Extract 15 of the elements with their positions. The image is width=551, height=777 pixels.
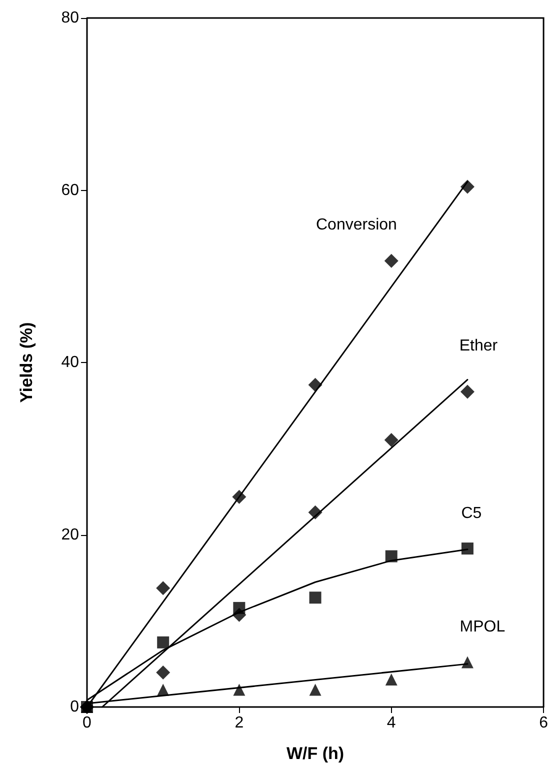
x-tick-label: 2 [234,714,244,732]
series-label: Conversion [316,216,397,234]
y-tick-label: 40 [61,354,80,371]
series-label: MPOL [460,618,506,636]
y-tick-label: 60 [61,182,80,199]
series-label: Ether [459,337,498,354]
x-tick-label: 0 [82,714,92,732]
x-axis-title: W/F (h) [286,744,344,763]
y-tick-label: 80 [61,10,80,26]
x-tick-label: 4 [386,714,396,732]
series-label: C5 [461,505,482,522]
y-tick-label: 20 [61,526,80,544]
y-axis-title: Yields (%) [17,322,36,403]
y-tick-label: 0 [70,698,80,716]
x-tick-label: 6 [539,714,548,732]
